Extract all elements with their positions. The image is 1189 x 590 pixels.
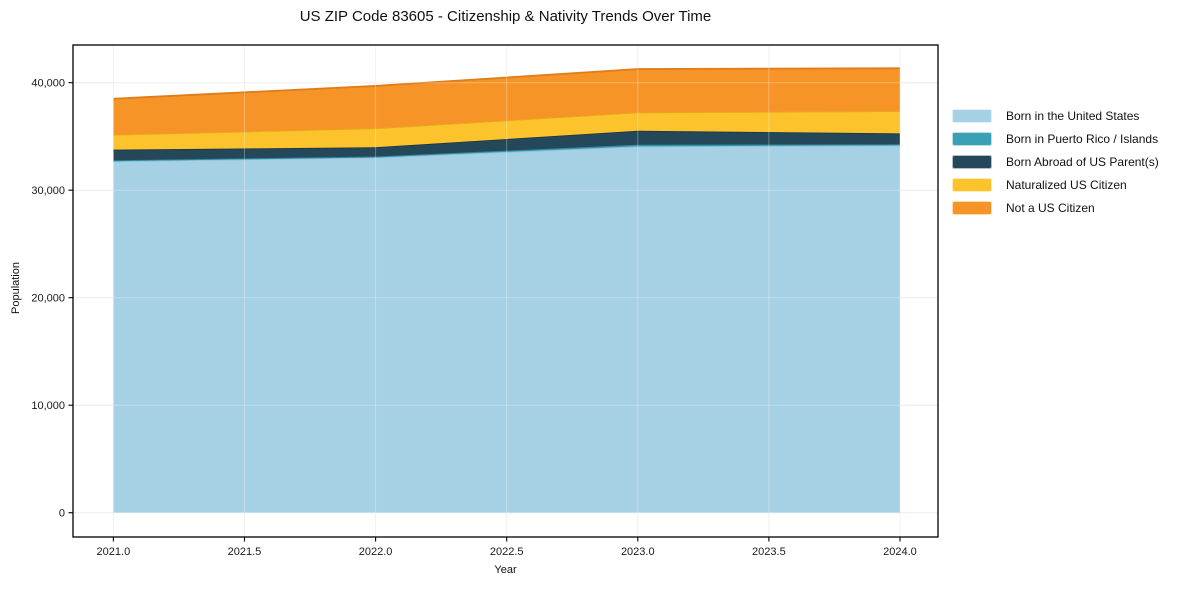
chart-title: US ZIP Code 83605 - Citizenship & Nativi… bbox=[299, 8, 712, 25]
x-axis-label: Year bbox=[494, 564, 517, 576]
x-tick-label: 2022.0 bbox=[359, 546, 393, 558]
y-tick-label: 10,000 bbox=[31, 400, 65, 412]
x-tick-label: 2021.5 bbox=[228, 546, 262, 558]
x-tick-label: 2022.5 bbox=[490, 546, 524, 558]
legend-swatch bbox=[952, 155, 992, 169]
legend-item: Born in Puerto Rico / Islands bbox=[952, 132, 1159, 146]
legend-item: Naturalized US Citizen bbox=[952, 178, 1159, 192]
legend-item: Not a US Citizen bbox=[952, 201, 1159, 215]
y-tick-label: 0 bbox=[59, 508, 65, 520]
legend-item: Born Abroad of US Parent(s) bbox=[952, 155, 1159, 169]
legend-label: Born in Puerto Rico / Islands bbox=[1006, 132, 1159, 146]
area-stack bbox=[113, 67, 900, 513]
grid-over bbox=[112, 45, 901, 537]
x-tick-label: 2021.0 bbox=[97, 546, 131, 558]
area-series bbox=[113, 130, 900, 161]
y-tick-label: 20,000 bbox=[31, 293, 65, 305]
legend-item: Born in the United States bbox=[952, 109, 1159, 123]
x-tick-label: 2023.5 bbox=[752, 546, 786, 558]
legend-swatch bbox=[952, 178, 992, 192]
legend-swatch bbox=[952, 109, 992, 123]
area-series bbox=[113, 68, 900, 135]
x-tick-label: 2023.0 bbox=[621, 546, 655, 558]
axes-spines bbox=[72, 44, 939, 538]
y-tick-label: 30,000 bbox=[31, 185, 65, 197]
legend-label: Born in the United States bbox=[1006, 109, 1140, 123]
legend-swatch bbox=[952, 201, 992, 215]
y-axis-label: Population bbox=[10, 262, 22, 314]
x-tick-label: 2024.0 bbox=[883, 546, 917, 558]
y-tick-label: 40,000 bbox=[31, 78, 65, 90]
legend-label: Naturalized US Citizen bbox=[1006, 178, 1127, 192]
legend-label: Born Abroad of US Parent(s) bbox=[1006, 155, 1159, 169]
y-axis: 0 10,000 20,000 30,000 40,000 bbox=[31, 78, 73, 520]
area-series bbox=[113, 145, 900, 513]
legend-swatch bbox=[952, 132, 992, 146]
x-axis: 2021.0 2021.5 2022.0 2022.5 2023.0 2023.5 2024… bbox=[97, 537, 917, 558]
area-top-edge bbox=[113, 67, 900, 100]
legend: Born in the United States Born in Puerto … bbox=[952, 109, 1159, 215]
legend-label: Not a US Citizen bbox=[1006, 201, 1095, 215]
area-series bbox=[113, 111, 900, 150]
